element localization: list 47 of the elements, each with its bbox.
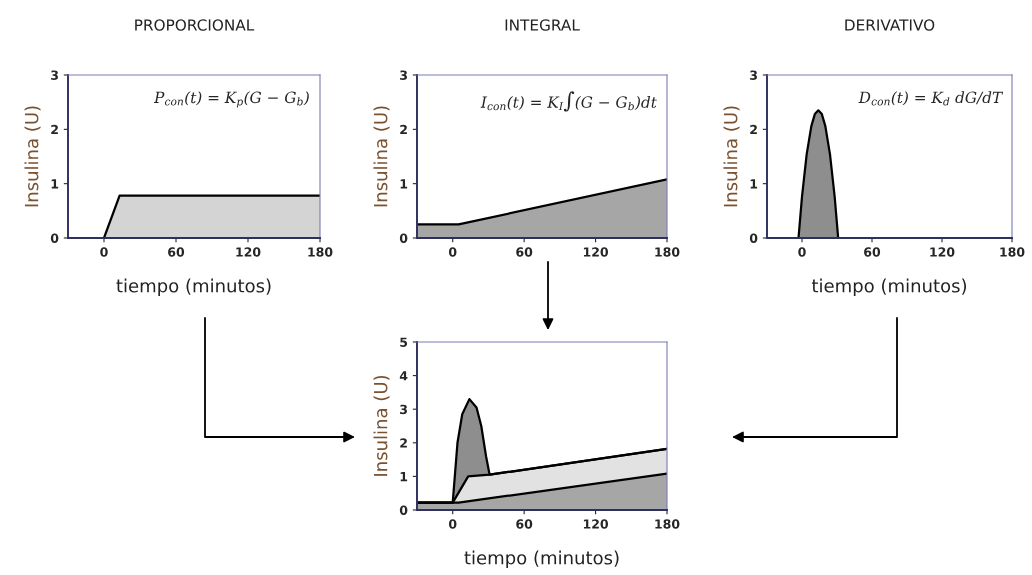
y-axis-title: Insulina (U) bbox=[723, 106, 740, 207]
chart-title: INTEGRAL bbox=[505, 19, 580, 31]
y-tick-label: 0 bbox=[399, 233, 408, 243]
y-tick-label: 1 bbox=[400, 472, 408, 482]
y-tick-label: 3 bbox=[400, 70, 407, 80]
x-tick-label: 120 bbox=[930, 247, 955, 257]
y-tick-label: 2 bbox=[750, 124, 757, 135]
x-tick-label: 0 bbox=[448, 519, 457, 529]
y-tick-label: 0 bbox=[749, 233, 758, 243]
y-axis-title: Insulina (U) bbox=[24, 106, 41, 207]
x-tick-label: 120 bbox=[236, 247, 261, 257]
y-tick-label: 3 bbox=[750, 70, 757, 80]
x-tick-label: 0 bbox=[798, 247, 806, 257]
y-axis-title: Insulina (U) bbox=[373, 375, 390, 476]
y-tick-label: 2 bbox=[51, 124, 58, 135]
y-axis-title: Insulina (U) bbox=[373, 106, 390, 207]
y-tick-label: 1 bbox=[400, 179, 408, 189]
y-tick-label: 5 bbox=[400, 337, 408, 347]
x-tick-label: 60 bbox=[864, 247, 881, 257]
x-tick-label: 120 bbox=[583, 247, 609, 257]
y-tick-label: 4 bbox=[399, 371, 408, 381]
x-tick-label: 60 bbox=[168, 247, 185, 257]
chart-title: DERIVATIVO bbox=[845, 19, 935, 31]
x-tick-label: 0 bbox=[100, 247, 108, 257]
x-tick-label: 0 bbox=[448, 247, 457, 257]
x-axis-title: tiempo (minutos) bbox=[116, 278, 271, 297]
y-tick-label: 0 bbox=[399, 505, 408, 515]
annotation: D$_{con}$(t) = K$_{d}$ dG/dT bbox=[858, 91, 1004, 106]
y-tick-label: 0 bbox=[50, 233, 59, 243]
y-tick-label: 3 bbox=[51, 70, 58, 80]
x-axis-title: tiempo (minutos) bbox=[464, 550, 619, 569]
x-tick-label: 60 bbox=[516, 247, 533, 257]
y-tick-label: 1 bbox=[750, 179, 758, 189]
y-tick-label: 3 bbox=[400, 404, 407, 415]
annotation: P$_{con}$(t) = K$_{p}$(G − G$_{b}$) bbox=[153, 91, 309, 108]
x-tick-label: 180 bbox=[655, 247, 680, 257]
x-tick-label: 180 bbox=[308, 247, 333, 257]
x-tick-label: 180 bbox=[1000, 247, 1025, 257]
y-tick-label: 2 bbox=[400, 124, 407, 135]
x-tick-label: 60 bbox=[516, 519, 533, 529]
y-tick-label: 1 bbox=[51, 179, 59, 189]
annotation: I$_{con}$(t) = K$_{I}$∫(G − G$_{b}$)dt bbox=[480, 91, 657, 112]
x-axis-title: tiempo (minutos) bbox=[811, 278, 967, 297]
x-tick-label: 120 bbox=[583, 519, 609, 529]
x-tick-label: 180 bbox=[655, 519, 680, 529]
chart-title: PROPORCIONAL bbox=[135, 19, 255, 31]
y-tick-label: 2 bbox=[400, 438, 407, 448]
